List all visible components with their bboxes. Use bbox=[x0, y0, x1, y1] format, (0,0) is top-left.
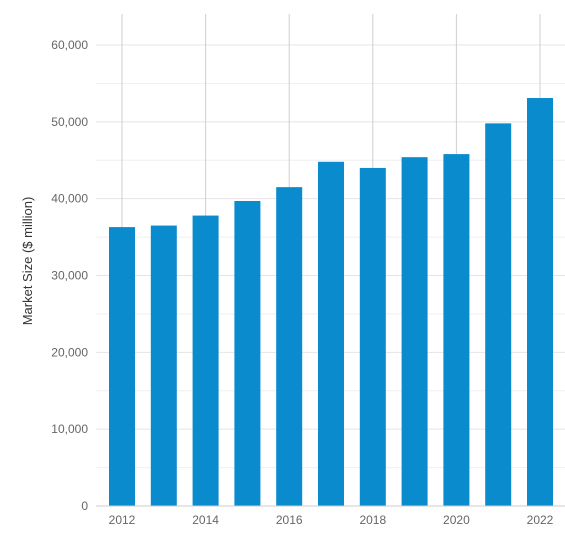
bar-2022 bbox=[527, 98, 553, 506]
x-tick-labels: 2012 2014 2016 2018 2020 2022 bbox=[109, 513, 554, 527]
x-tick-label: 2018 bbox=[359, 513, 386, 527]
bar-2021 bbox=[485, 123, 512, 507]
x-tick-label: 2020 bbox=[443, 513, 470, 527]
y-tick-label: 20,000 bbox=[51, 345, 88, 359]
bar-2020 bbox=[443, 154, 470, 506]
bar-2013 bbox=[150, 225, 177, 506]
bar-2018 bbox=[359, 167, 386, 506]
bar-2012 bbox=[109, 227, 135, 506]
bar-2015 bbox=[234, 200, 261, 506]
x-tick-label: 2022 bbox=[527, 513, 554, 527]
y-tick-label: 30,000 bbox=[51, 269, 88, 283]
x-tick-label: 2012 bbox=[109, 513, 136, 527]
y-tick-label: 10,000 bbox=[51, 422, 88, 436]
x-tick-label: 2016 bbox=[276, 513, 303, 527]
bar-2014 bbox=[192, 215, 219, 506]
y-tick-label: 40,000 bbox=[51, 192, 88, 206]
bar-layer bbox=[109, 98, 553, 507]
y-tick-label: 50,000 bbox=[51, 115, 88, 129]
bar-2019 bbox=[401, 157, 428, 506]
y-tick-labels: 0 10,000 20,000 30,000 40,000 50,000 60,000 bbox=[51, 38, 88, 513]
bar-2016 bbox=[276, 187, 303, 506]
bar-2017 bbox=[318, 161, 344, 506]
y-tick-label: 0 bbox=[81, 499, 88, 513]
y-tick-label: 60,000 bbox=[51, 38, 88, 52]
y-axis-title: Market Size ($ million) bbox=[20, 197, 35, 326]
x-tick-label: 2014 bbox=[192, 513, 219, 527]
